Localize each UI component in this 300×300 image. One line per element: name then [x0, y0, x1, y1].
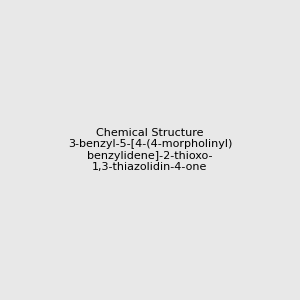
Text: Chemical Structure
3-benzyl-5-[4-(4-morpholinyl)
benzylidene]-2-thioxo-
1,3-thia: Chemical Structure 3-benzyl-5-[4-(4-morp… [68, 128, 232, 172]
